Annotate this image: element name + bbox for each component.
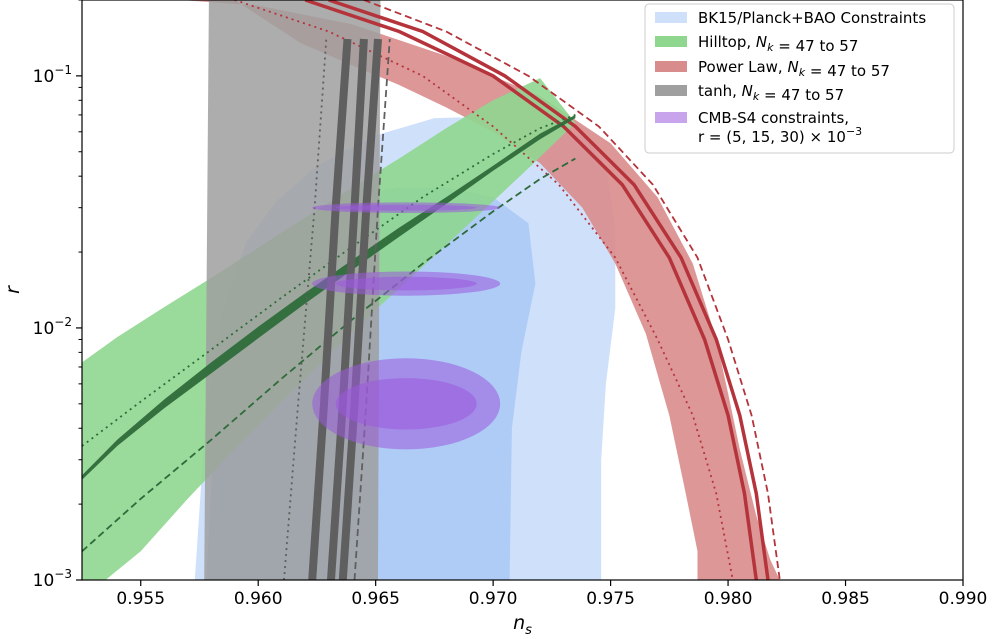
tanh-n-k-47-to-57-dashed-line [353,38,391,580]
power-law-n-k-47-to-57-solid-line [328,0,770,580]
legend: BK15/Planck+BAO Constraints Hilltop, Nk =… [644,3,955,154]
y-tick-label: 10−3 [33,567,72,591]
legend-label-cmbs4-line2: r = (5, 15, 30) × 10−3 [698,125,862,146]
tanh-n-k-47-to-57-thick-line [338,38,382,580]
legend-swatch-bk15 [655,12,687,23]
hilltop-n-k-47-to-57-dotted-line [82,114,576,447]
legend-box [644,3,955,154]
cmbs4-ellipse-3-inner [335,204,477,211]
power-law-n-k-47-to-57-solid-line [304,0,759,580]
x-tick-label: 0.960 [234,589,283,609]
x-tick-label: 0.970 [469,589,518,609]
cmbs4-ellipse-1-inner [335,378,477,430]
y-tick-label: 10−1 [33,63,72,87]
tanh-n-k-47-to-57-thick-line [327,38,368,580]
x-tick-label: 0.980 [704,589,753,609]
legend-label-cmbs4: CMB-S4 constraints, [698,109,849,127]
tanh-n-k-47-to-57-thick-line [308,38,352,580]
x-tick-label: 0.965 [351,589,400,609]
x-tick-label: 0.990 [939,589,988,609]
plot-frame [81,0,964,581]
legend-label-hilltop: Hilltop, Nk = 47 to 57 [698,33,858,55]
x-tick-label: 0.985 [821,589,870,609]
legend-swatch-powerlaw [655,61,687,72]
legend-label-powerlaw: Power Law, Nk = 47 to 57 [698,58,890,80]
legend-swatch-hilltop [655,36,687,47]
data-layer [82,0,781,580]
y-axis-label: r [2,285,24,294]
hilltop-n-k-47-to-57-dashed-line [82,157,576,552]
cmbs4-ellipse-2-inner [335,276,477,291]
legend-label-tanh: tanh, Nk = 47 to 57 [698,82,844,104]
x-tick-label: 0.955 [116,589,165,609]
y-tick-label: 10−2 [33,315,72,339]
legend-label-bk15: BK15/Planck+BAO Constraints [698,9,926,27]
x-axis-label: ns [513,612,532,638]
legend-swatch-tanh [655,85,687,96]
power-law-n-k-47-to-57-dashed-line [363,0,781,580]
x-tick-label: 0.975 [586,589,635,609]
legend-swatch-cmbs4 [655,112,687,123]
